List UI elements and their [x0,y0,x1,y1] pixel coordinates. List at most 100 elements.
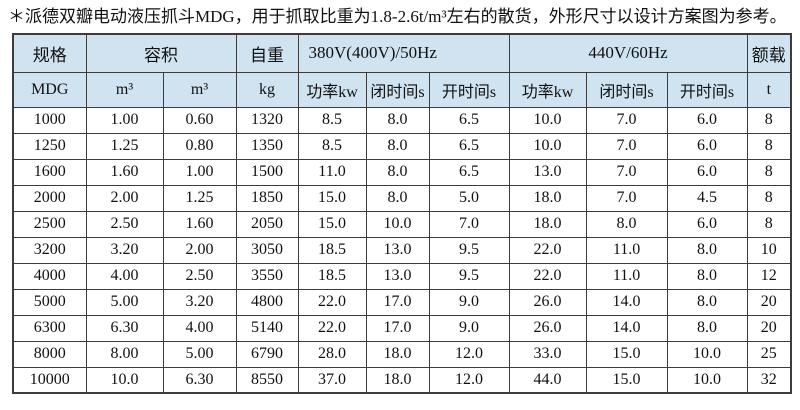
header-group-cell: 额载 [746,33,792,73]
table-cell: 1000 [12,106,87,134]
table-cell: 7.0 [585,106,668,134]
header-group-cell: 自重 [235,33,299,73]
header-group-cell: 规格 [12,33,87,73]
table-row: 5000 5.00 3.20 4800 22.0 17.0 9.0 26.0 14.0 8.0 20 [12,288,792,316]
table-cell: 7.0 [585,184,668,212]
table-cell: 22.0 [297,314,367,342]
header-group-row: 规格 容积 自重 380V(400V)/50Hz 440V/60Hz 额载 [12,33,792,73]
table-cell: 11.0 [585,236,668,264]
table-cell: 14.0 [585,288,668,316]
table-cell: 1250 [12,132,87,160]
table-cell: 4.00 [85,262,164,290]
table-cell: 15.0 [585,340,668,368]
table-cell: 5140 [235,314,299,342]
table-cell: 6.5 [428,132,510,160]
table-cell: 14.0 [585,314,668,342]
table-cell: 8.5 [297,106,367,134]
table-cell: 17.0 [365,288,430,316]
table-cell: 8000 [12,340,87,368]
table-cell: 1850 [235,184,299,212]
header-group-cell: 380V(400V)/50Hz [297,33,510,73]
table-cell: 3550 [235,262,299,290]
table-cell: 11.0 [297,158,367,186]
header-unit-cell: t [746,71,792,108]
table-cell: 22.0 [508,236,587,264]
header-unit-cell: 功率kw [508,71,587,108]
table-row: 3200 3.20 2.00 3050 18.5 13.0 9.5 22.0 11.0 8.0 10 [12,236,792,264]
table-cell: 15.0 [297,184,367,212]
header-unit-cell: 开时间s [666,71,748,108]
table-cell: 2.00 [162,236,237,264]
header-unit-cell: kg [235,71,299,108]
table-cell: 3.20 [162,288,237,316]
table-cell: 8 [746,184,792,212]
table-cell: 8.0 [365,106,430,134]
table-cell: 8550 [235,366,299,394]
table-cell: 5.00 [162,340,237,368]
table-cell: 2.00 [85,184,164,212]
table-header: 规格 容积 自重 380V(400V)/50Hz 440V/60Hz 额载 MDG m³ m³ k… [12,33,792,108]
table-cell: 12 [746,262,792,290]
table-cell: 26.0 [508,314,587,342]
table-cell: 6.5 [428,158,510,186]
table-cell: 1320 [235,106,299,134]
table-cell: 32 [746,366,792,394]
table-cell: 8.0 [365,184,430,212]
table-cell: 6.0 [666,158,748,186]
table-cell: 8.0 [666,236,748,264]
table-cell: 18.0 [365,340,430,368]
table-cell: 37.0 [297,366,367,394]
table-row: 2000 2.00 1.25 1850 15.0 8.0 5.0 18.0 7.0 4.5 8 [12,184,792,212]
header-unit-cell: 闭时间s [585,71,668,108]
table-cell: 44.0 [508,366,587,394]
table-cell: 1.60 [85,158,164,186]
table-cell: 12.0 [428,366,510,394]
table-cell: 4800 [235,288,299,316]
table-row: 10000 10.0 6.30 8550 37.0 18.0 12.0 44.0 15.0 10.… [12,366,792,394]
table-cell: 7.0 [585,158,668,186]
table-cell: 22.0 [297,288,367,316]
table-cell: 9.5 [428,262,510,290]
table-cell: 18.0 [508,184,587,212]
table-cell: 8.0 [666,262,748,290]
table-cell: 6.5 [428,106,510,134]
table-cell: 4.00 [162,314,237,342]
table-cell: 10.0 [85,366,164,394]
table-cell: 18.0 [508,210,587,238]
table-cell: 6.0 [666,210,748,238]
table-cell: 10.0 [666,340,748,368]
table-cell: 3.20 [85,236,164,264]
table-cell: 25 [746,340,792,368]
table-cell: 10.0 [365,210,430,238]
table-cell: 12.0 [428,340,510,368]
table-cell: 1.00 [162,158,237,186]
table-cell: 1350 [235,132,299,160]
header-unit-cell: 开时间s [428,71,510,108]
table-cell: 2.50 [85,210,164,238]
table-cell: 8.0 [666,288,748,316]
table-cell: 17.0 [365,314,430,342]
table-cell: 6.30 [85,314,164,342]
table-cell: 6.0 [666,106,748,134]
table-cell: 13.0 [365,236,430,264]
table-cell: 9.5 [428,236,510,264]
table-cell: 2.50 [162,262,237,290]
header-units-row: MDG m³ m³ kg 功率kw 闭时间s 开时间s 功率kw 闭时间s 开时间s t [12,71,792,108]
table-cell: 3050 [235,236,299,264]
table-cell: 18.5 [297,236,367,264]
table-cell: 15.0 [585,366,668,394]
table-cell: 26.0 [508,288,587,316]
table-cell: 6.30 [162,366,237,394]
table-cell: 8.5 [297,132,367,160]
header-unit-cell: m³ [85,71,164,108]
table-row: 6300 6.30 4.00 5140 22.0 17.0 9.0 26.0 14.0 8.0 20 [12,314,792,342]
table-cell: 18.5 [297,262,367,290]
table-cell: 7.0 [428,210,510,238]
table-cell: 1.25 [162,184,237,212]
table-cell: 5.0 [428,184,510,212]
table-cell: 8.0 [365,132,430,160]
table-cell: 33.0 [508,340,587,368]
table-cell: 28.0 [297,340,367,368]
table-cell: 8 [746,210,792,238]
